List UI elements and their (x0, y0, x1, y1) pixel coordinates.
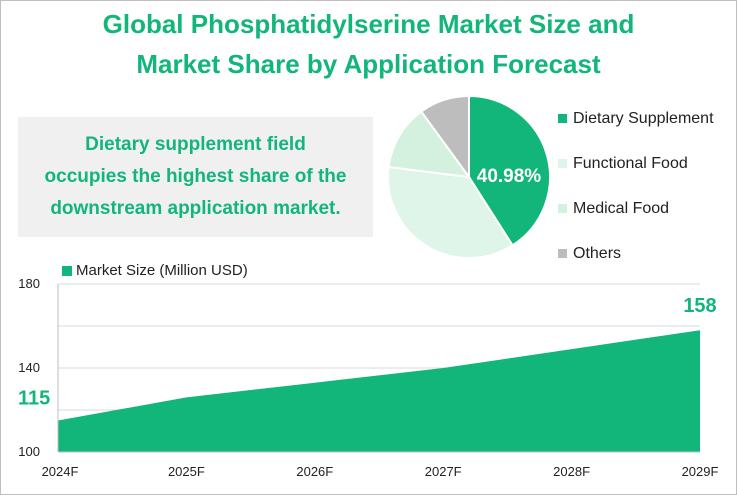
pie-legend-label: Medical Food (573, 199, 670, 217)
title-line-1: Global Phosphatidylserine Market Size an… (102, 9, 635, 39)
pie-legend-item: Medical Food (558, 186, 736, 231)
pie-legend-item: Functional Food (558, 141, 736, 186)
pie-legend-swatch (558, 249, 567, 258)
callout-line-2: occupies the highest share of the (44, 166, 347, 187)
x-tick-label: 2026F (296, 464, 333, 479)
data-label-last: 158 (683, 295, 716, 317)
pie-chart: 40.98% (387, 94, 551, 259)
pie-legend-swatch (558, 204, 567, 213)
area-series-market-size (58, 330, 700, 452)
callout-box: Dietary supplement field occupies the hi… (18, 117, 373, 237)
y-tick-label: 180 (18, 276, 40, 291)
area-legend: Market Size (Million USD) (62, 262, 248, 279)
x-tick-label: 2027F (425, 464, 462, 479)
pie-slice-functional-food (387, 165, 514, 259)
pie-slice-others (419, 94, 470, 181)
area-legend-label: Market Size (Million USD) (76, 262, 248, 279)
x-tick-label: 2028F (553, 464, 590, 479)
area-legend-swatch (62, 265, 72, 276)
x-tick-label: 2029F (682, 464, 719, 479)
callout-line-3: downstream application market. (50, 198, 341, 219)
callout-line-1: Dietary supplement field (85, 134, 306, 155)
pie-value-label: 40.98% (477, 166, 542, 187)
x-tick-label: 2025F (168, 464, 205, 479)
pie-legend-item: Others (558, 231, 736, 276)
area-chart: 115 158 (18, 295, 717, 452)
x-tick-label: 2024F (42, 464, 79, 479)
pie-legend-label: Dietary Supplement (573, 109, 714, 127)
pie-legend-swatch (558, 114, 567, 123)
chart-title: Global Phosphatidylserine Market Size an… (0, 4, 737, 84)
area-axes: 100 140 180 2024F 2025F 2026F 2027F 2028F 2029F (18, 276, 718, 479)
title-line-2: Market Share by Application Forecast (136, 49, 601, 79)
pie-legend-swatch (558, 159, 567, 168)
pie-slice-medical-food (387, 110, 472, 179)
pie-legend: Dietary Supplement Functional Food Medical… (558, 96, 736, 276)
y-tick-label: 140 (18, 360, 40, 375)
pie-legend-label: Others (573, 244, 622, 262)
pie-legend-item: Dietary Supplement (558, 96, 736, 141)
y-tick-label: 100 (18, 444, 40, 459)
data-label-first: 115 (18, 388, 50, 410)
pie-legend-label: Functional Food (573, 154, 688, 172)
